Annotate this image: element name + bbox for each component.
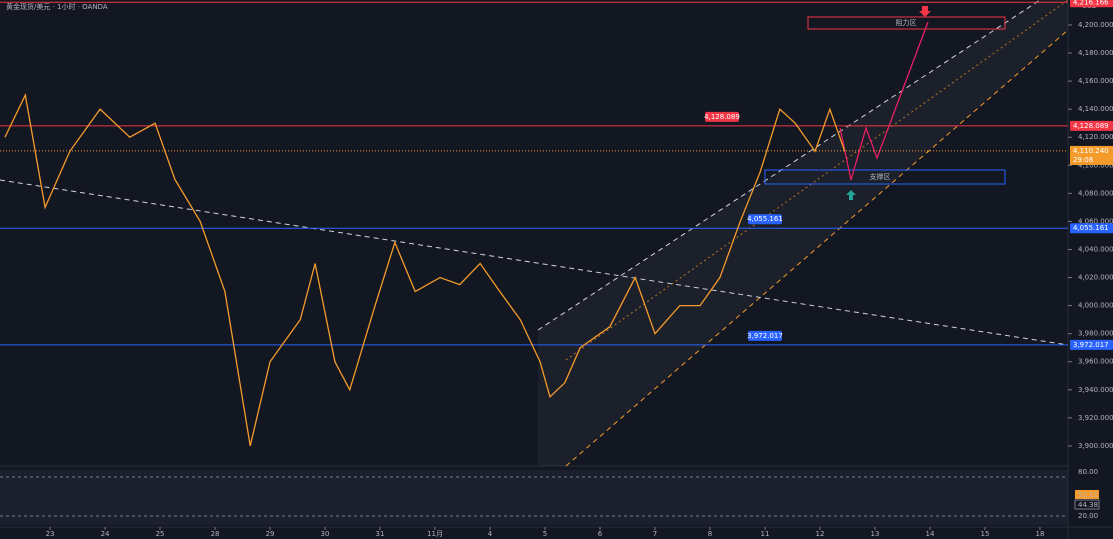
x-tick-label: 14 (926, 530, 935, 538)
rsi-tick: 80.00 (1078, 468, 1098, 476)
rsi-badge (1075, 490, 1099, 499)
x-tick-label: 30 (321, 530, 330, 538)
x-tick-label: 11 (761, 530, 770, 538)
support-zone (764, 169, 1006, 185)
x-tick-label: 23 (46, 530, 55, 538)
level-axis-label: 4,055.161 (1073, 224, 1109, 232)
rsi-value: 52.11 (1078, 491, 1098, 499)
level-axis-label: 4,216.166 (1073, 0, 1109, 6)
x-tick-label: 28 (211, 530, 220, 538)
level-badge (1070, 223, 1113, 234)
y-tick-label: 4,080.000 (1078, 189, 1113, 197)
level-axis-label: 4,128.089 (1073, 122, 1109, 130)
price-line (4, 93, 846, 447)
x-tick-label: 4 (488, 530, 493, 538)
y-tick-label: 4,140.000 (1078, 105, 1113, 113)
x-tick-label: 7 (653, 530, 657, 538)
y-tick-label: 4,060.000 (1078, 217, 1113, 225)
y-tick-label: 3,920.000 (1078, 414, 1113, 422)
last-price-badge (1070, 145, 1113, 165)
y-tick-label: 3,900.000 (1078, 442, 1113, 450)
y-tick-label: 4,160.000 (1078, 77, 1113, 85)
up-arrow (846, 190, 856, 200)
y-tick-label: 4,100.000 (1078, 161, 1113, 169)
level-label: 3,972.017 (747, 332, 783, 340)
level-badge (1070, 0, 1113, 8)
support-label: 支撑区 (870, 172, 891, 181)
x-tick-label: 12 (816, 530, 825, 538)
x-tick-label: 24 (101, 530, 110, 538)
x-tick-label: 13 (871, 530, 880, 538)
level-badge (748, 214, 782, 225)
forecast-path (839, 21, 929, 181)
symbol-title: 黄金现货/美元 · 1小时 · OANDA (6, 2, 108, 11)
resistance-label: 阻力区 (896, 18, 917, 27)
y-tick-label: 4,120.000 (1078, 133, 1113, 141)
y-tick-label: 3,940.000 (1078, 386, 1113, 394)
rsi-tick: 20.00 (1078, 512, 1098, 520)
y-tick-label: 4,040.000 (1078, 245, 1113, 253)
level-axis-label: 3,972.017 (1073, 341, 1109, 349)
rsi-value: 44.38 (1078, 501, 1098, 509)
channel-lower (565, 29, 1069, 467)
channel-fill (538, 0, 1068, 466)
x-tick-label: 29 (266, 530, 275, 538)
resistance-zone (807, 16, 1006, 30)
y-tick-label: 4,180.000 (1078, 49, 1113, 57)
trendline (0, 179, 1069, 346)
y-tick-label: 3,980.000 (1078, 330, 1113, 338)
last-price-label: 4,110.240 (1073, 147, 1109, 155)
y-tick-label: 4,000.000 (1078, 302, 1113, 310)
level-badge (1070, 120, 1113, 131)
down-arrow (919, 6, 931, 17)
level-badge (748, 330, 782, 341)
rsi-badge (1074, 499, 1100, 510)
x-tick-label: 31 (376, 530, 385, 538)
level-label: 4,055.161 (747, 215, 783, 223)
rsi-panel (0, 470, 1068, 525)
y-tick-label: 4,200.000 (1078, 21, 1113, 29)
y-tick-label: 4,020.000 (1078, 274, 1113, 282)
x-tick-label: 8 (708, 530, 712, 538)
countdown: 29:08 (1073, 156, 1093, 164)
level-badge (1070, 339, 1113, 350)
level-label: 4,128.089 (704, 113, 740, 121)
x-tick-label: 11月 (427, 530, 443, 538)
x-tick-label: 18 (1035, 530, 1044, 538)
x-tick-label: 6 (598, 530, 603, 538)
y-tick-label: 3,960.000 (1078, 358, 1113, 366)
x-tick-label: 5 (543, 530, 547, 538)
level-badge (705, 111, 739, 122)
x-tick-label: 25 (156, 530, 165, 538)
x-tick-label: 15 (980, 530, 989, 538)
channel-upper (537, 0, 1041, 331)
